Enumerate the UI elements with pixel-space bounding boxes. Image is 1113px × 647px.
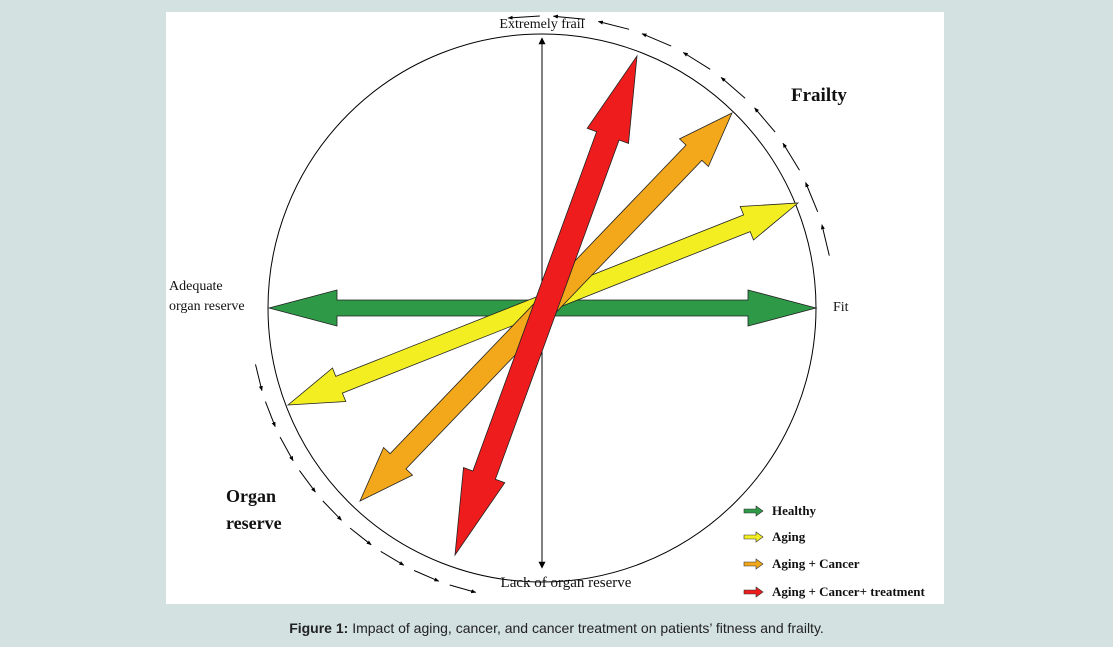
caption-prefix: Figure 1: (289, 620, 349, 636)
label-adequate: Adequate (169, 279, 223, 294)
frailty-arc-segment (754, 107, 776, 133)
organ-reserve-arc-segment (255, 364, 263, 392)
organ-reserve-arc-segment (298, 470, 316, 493)
legend-label: Aging + Cancer+ treatment (772, 584, 926, 599)
organ-reserve-arc-segment (322, 500, 342, 521)
legend-label: Aging + Cancer (772, 556, 860, 571)
frailty-diagram: Extremely frail Fit Lack of organ reserv… (169, 14, 926, 599)
legend-swatch (743, 558, 764, 570)
label-lack-organ-reserve: Lack of organ reserve (501, 575, 632, 591)
frailty-arc-segment (597, 20, 630, 30)
legend: Healthy Aging Aging + Cancer Aging + Cancer… (743, 503, 926, 599)
label-fit: Fit (833, 300, 849, 315)
organ-reserve-arc-segment (380, 550, 405, 566)
frailty-arc-segment (821, 224, 830, 256)
frailty-arc-segment (782, 142, 800, 171)
label-frailty: Frailty (791, 85, 847, 106)
label-reserve: reserve (226, 513, 282, 533)
frailty-arc-segment (507, 15, 540, 20)
legend-swatch (743, 531, 764, 543)
frailty-arc-arrows (507, 14, 830, 256)
legend-label: Healthy (772, 503, 817, 518)
figure-caption: Figure 1: Impact of aging, cancer, and c… (0, 620, 1113, 636)
frailty-arc-segment (720, 77, 746, 99)
organ-reserve-arc-segment (264, 401, 276, 428)
organ-reserve-arc-segment (413, 570, 440, 582)
frailty-arc-segment (641, 33, 672, 47)
organ-reserve-arc-arrows (255, 364, 477, 594)
caption-text: Impact of aging, cancer, and cancer trea… (348, 620, 824, 636)
figure-panel: Extremely frail Fit Lack of organ reserv… (166, 12, 944, 604)
arrows-layer (267, 54, 818, 557)
label-organ-reserve-left: organ reserve (169, 299, 245, 314)
frailty-arc-segment (682, 52, 711, 70)
organ-reserve-arc-segment (349, 527, 372, 546)
frailty-arc-segment (552, 14, 586, 20)
arrow-aging-cancer-treatment (454, 54, 638, 557)
legend-swatch (743, 586, 764, 598)
label-organ: Organ (226, 486, 276, 506)
legend-swatch (743, 505, 764, 517)
organ-reserve-arc-segment (449, 584, 477, 594)
legend-label: Aging (772, 529, 806, 544)
frailty-arc-segment (805, 182, 819, 212)
organ-reserve-arc-segment (279, 436, 294, 462)
label-extremely-frail: Extremely frail (499, 17, 584, 32)
